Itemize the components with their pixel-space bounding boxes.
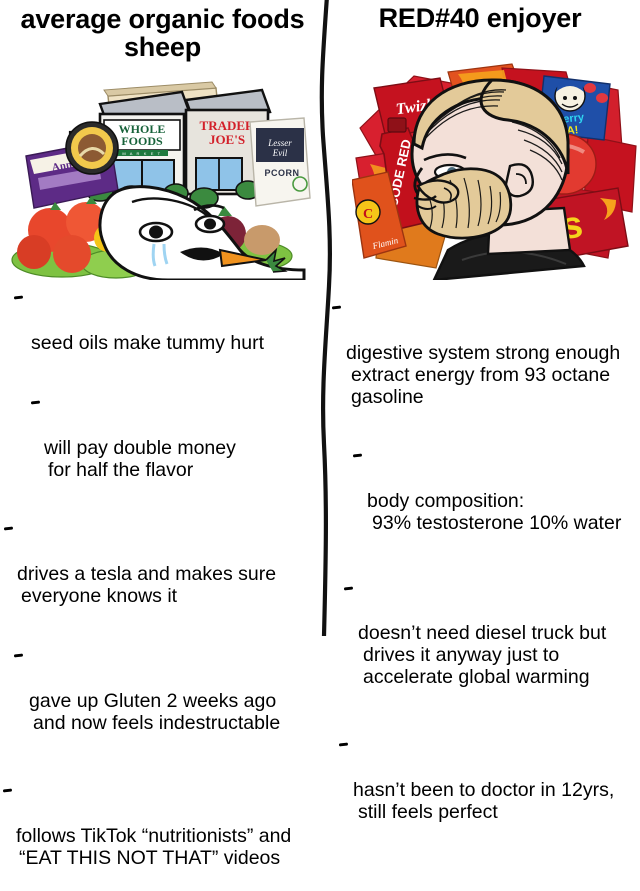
produce-icon	[11, 196, 151, 279]
list-item: will pay double money for half the flavor	[30, 393, 324, 503]
bullet-dash-icon	[30, 400, 41, 406]
snacks-collage-svg: Twizl CODE RED C Flamin	[351, 63, 637, 282]
svg-text:PCORN: PCORN	[264, 168, 299, 178]
bullet-dash-icon	[338, 742, 349, 747]
list-item: digestive system strong enough extract en…	[331, 298, 638, 430]
list-item: hasn’t been to doctor in 12yrs, still fee…	[338, 735, 638, 845]
left-panel: average organic foods sheep WHOLE FOODS …	[0, 0, 325, 869]
list-item: follows TikTok “nutritionists” and “EAT T…	[2, 781, 324, 891]
flamin-hot-cheetos-icon: C Flamin	[351, 171, 407, 259]
left-bullet-list: seed oils make tummy hurt will pay doubl…	[2, 288, 324, 891]
popcorn-bag-icon: Lesser Evil PCORN	[249, 117, 311, 207]
bullet-dash-icon	[3, 527, 14, 532]
list-item: doesn’t need diesel truck but drives it a…	[343, 578, 638, 710]
bullet-dash-icon	[331, 305, 342, 311]
svg-text:Evil: Evil	[272, 148, 288, 158]
bullet-dash-icon	[2, 788, 13, 793]
organic-foods-collage: WHOLE FOODS M A R K E T TRADER JOE'S	[4, 74, 322, 282]
svg-text:C: C	[363, 207, 373, 222]
right-panel: RED#40 enjoyer Twizl	[325, 0, 640, 823]
right-panel-title: RED#40 enjoyer	[378, 3, 582, 33]
chad-profile-icon	[410, 78, 586, 282]
bullet-dash-icon	[13, 653, 24, 658]
bullet-dash-icon	[352, 453, 363, 459]
svg-text:WHOLE: WHOLE	[119, 122, 166, 136]
svg-text:JOE'S: JOE'S	[209, 132, 245, 147]
svg-text:Lesser: Lesser	[267, 138, 292, 148]
list-item: body composition: 93% testosterone 10% wa…	[352, 446, 638, 556]
crying-soyjak-icon	[98, 185, 306, 282]
left-panel-title: average organic foods sheep	[20, 4, 305, 62]
organic-collage-svg: WHOLE FOODS M A R K E T TRADER JOE'S	[11, 81, 311, 282]
list-item: seed oils make tummy hurt	[13, 288, 324, 376]
svg-text:TRADER: TRADER	[200, 118, 256, 133]
svg-text:M A R K E T: M A R K E T	[122, 151, 161, 156]
svg-text:FOODS: FOODS	[121, 134, 163, 148]
right-bullet-list: digestive system strong enough extract en…	[330, 298, 638, 845]
list-item: drives a tesla and makes sure everyone kn…	[3, 519, 324, 629]
organic-tin-icon	[65, 121, 119, 175]
red40-snacks-collage: Twizl CODE RED C Flamin	[351, 62, 638, 282]
bullet-dash-icon	[13, 295, 24, 301]
list-item: gave up Gluten 2 weeks ago and now feels …	[13, 645, 324, 755]
bullet-dash-icon	[343, 586, 354, 591]
